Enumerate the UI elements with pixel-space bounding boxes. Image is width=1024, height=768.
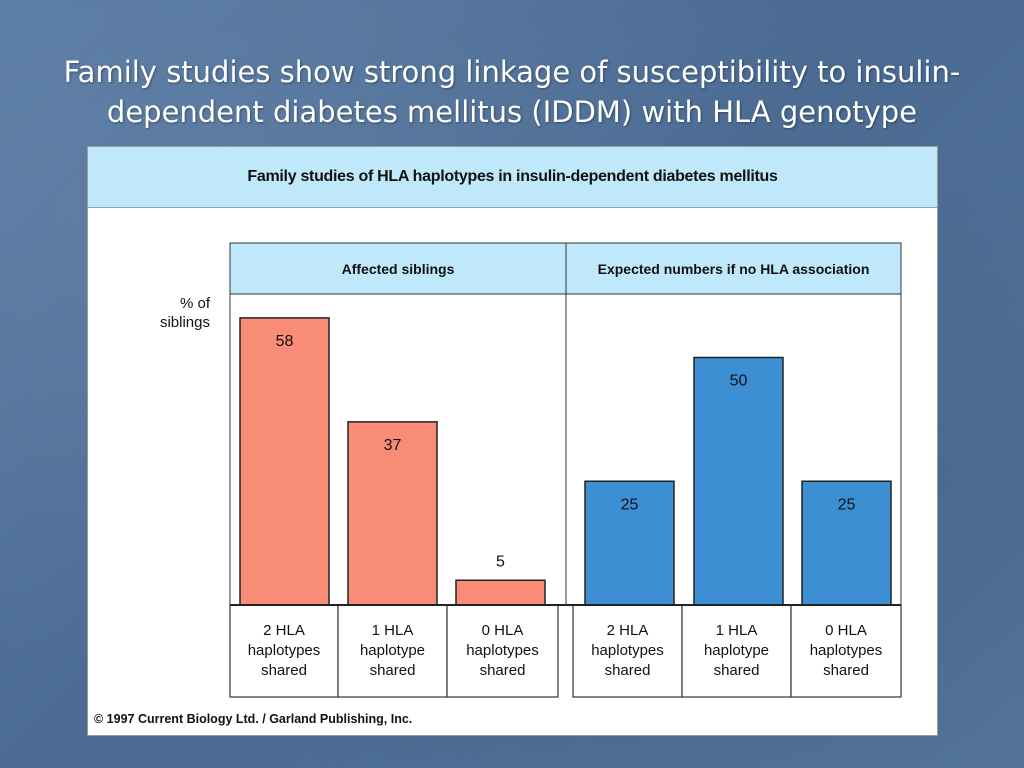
x-tick-label: haplotypes — [591, 642, 664, 659]
data-label: 5 — [496, 553, 505, 570]
slide-title-line-2: dependent diabetes mellitus (IDDM) with … — [106, 95, 918, 129]
x-tick-label: 2 HLA — [607, 622, 649, 639]
x-tick-label: shared — [714, 662, 760, 679]
x-tick-label: shared — [823, 662, 869, 679]
x-tick-label: 1 HLA — [716, 622, 758, 639]
panel-title-2: Expected numbers if no HLA association — [598, 261, 870, 277]
x-tick-label: shared — [605, 662, 651, 679]
x-tick-label: 0 HLA — [825, 622, 867, 639]
y-axis-label-line-2: siblings — [160, 314, 210, 331]
bar — [584, 480, 675, 606]
category-box — [572, 604, 683, 698]
bar — [693, 356, 784, 606]
data-label: 50 — [730, 373, 748, 390]
copyright-notice: © 1997 Current Biology Ltd. / Garland Pu… — [94, 712, 413, 726]
data-label: 58 — [276, 333, 294, 350]
bar — [455, 579, 546, 606]
panel-title-1: Affected siblings — [342, 261, 455, 277]
figure-header: Family studies of HLA haplotypes in insu… — [88, 147, 937, 208]
bar — [801, 480, 892, 606]
slide-title-line-1: Family studies show strong linkage of su… — [63, 55, 961, 89]
x-tick-label: 0 HLA — [482, 622, 524, 639]
category-box — [229, 604, 339, 698]
x-tick-label: shared — [370, 662, 416, 679]
figure-panel: Family studies of HLA haplotypes in insu… — [87, 146, 938, 736]
x-tick-label: shared — [261, 662, 307, 679]
data-label: 25 — [838, 496, 856, 513]
x-tick-label: haplotype — [704, 642, 769, 659]
category-box — [790, 604, 902, 698]
data-label: 25 — [621, 496, 639, 513]
bar — [239, 317, 330, 606]
category-box — [446, 604, 559, 698]
panel-header-1 — [229, 242, 567, 295]
slide-title: Family studies show strong linkage of su… — [0, 52, 1024, 132]
x-tick-label: haplotypes — [466, 642, 539, 659]
bar-chart: % of siblings Affected siblings 58 2 HLA hapl… — [160, 242, 902, 698]
x-tick-label: 1 HLA — [372, 622, 414, 639]
category-box — [681, 604, 792, 698]
x-tick-label: haplotypes — [248, 642, 321, 659]
y-axis-label-line-1: % of — [180, 295, 211, 312]
x-tick-label: 2 HLA — [263, 622, 305, 639]
data-label: 37 — [384, 437, 402, 454]
category-box — [337, 604, 448, 698]
panel-header-2 — [565, 242, 902, 295]
bar — [347, 421, 438, 606]
x-tick-label: shared — [480, 662, 526, 679]
x-tick-label: haplotype — [360, 642, 425, 659]
x-tick-label: haplotypes — [810, 642, 883, 659]
